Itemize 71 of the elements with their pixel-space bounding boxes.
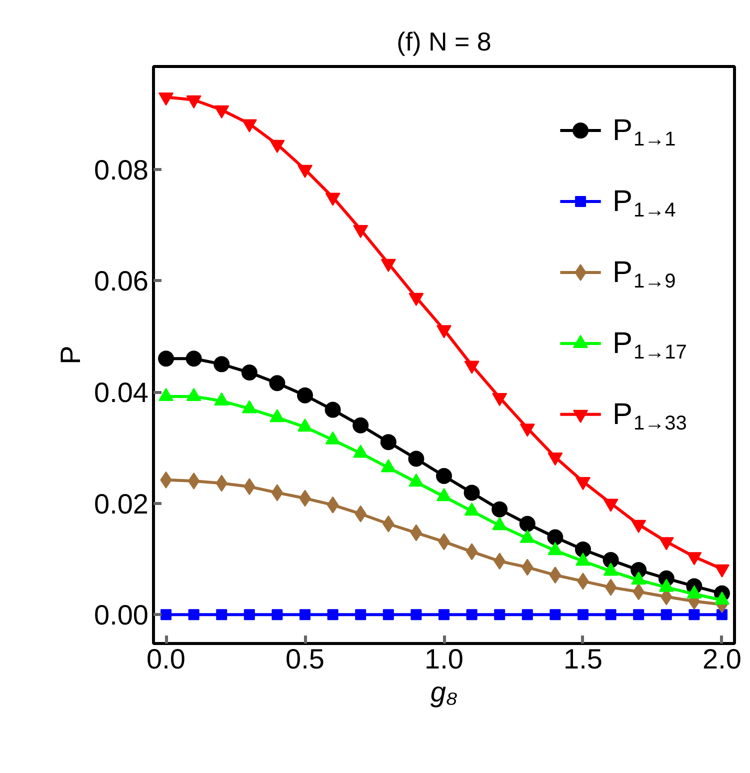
point [272, 609, 283, 620]
point [519, 516, 536, 532]
point [382, 609, 394, 620]
point [549, 566, 562, 584]
point [547, 529, 564, 546]
x-tick-label: 1.0 [424, 644, 464, 674]
point [522, 609, 533, 620]
point [466, 543, 478, 560]
y-tick-label: 0.02 [94, 488, 149, 520]
point [269, 375, 286, 392]
point [188, 472, 200, 490]
x-tick-label: 0.5 [286, 644, 324, 674]
y-tick-label: 0.06 [94, 266, 149, 297]
point [605, 609, 616, 620]
point [271, 484, 284, 502]
point [492, 393, 508, 406]
point [604, 578, 617, 596]
x-tick-label: 2.0 [702, 644, 742, 674]
point [216, 609, 228, 620]
y-tick-label: 0.04 [94, 377, 149, 408]
point [158, 350, 174, 367]
point [410, 609, 422, 620]
point [327, 609, 338, 620]
point [380, 258, 396, 272]
x-tick-label: 1.5 [564, 644, 602, 674]
point [160, 609, 172, 620]
point [520, 424, 535, 437]
point [214, 105, 230, 118]
point [408, 450, 424, 467]
point [241, 364, 258, 381]
point [298, 164, 313, 178]
point [408, 292, 424, 306]
point [186, 350, 202, 367]
point [466, 609, 478, 620]
point [188, 609, 200, 620]
point [633, 609, 644, 620]
point [492, 501, 508, 518]
point [300, 609, 311, 620]
point [353, 224, 368, 238]
point [577, 609, 588, 620]
point [352, 417, 369, 434]
point [410, 524, 422, 542]
chart-title: (f) N = 8 [396, 26, 492, 56]
point [270, 140, 285, 153]
point [438, 609, 450, 620]
point [244, 609, 255, 620]
point [464, 484, 480, 501]
point [355, 609, 366, 620]
point [297, 387, 314, 404]
point [494, 609, 506, 620]
point [186, 95, 202, 108]
point [380, 434, 396, 450]
point [158, 92, 174, 106]
point [436, 325, 452, 338]
point [660, 609, 672, 620]
point [214, 356, 230, 372]
x-axis-title: g₈ [430, 676, 458, 708]
point [550, 609, 561, 620]
x-tick-label: 0.0 [146, 644, 186, 674]
point [325, 192, 340, 206]
point [326, 496, 339, 514]
point [464, 360, 480, 374]
point [324, 402, 341, 418]
y-tick-label: 0.08 [94, 154, 149, 186]
point [574, 541, 591, 558]
y-axis-title: P [55, 346, 86, 364]
point [602, 552, 619, 568]
point [436, 468, 452, 484]
point [688, 609, 700, 620]
point [242, 119, 257, 132]
y-tick-label: 0.00 [94, 600, 149, 631]
